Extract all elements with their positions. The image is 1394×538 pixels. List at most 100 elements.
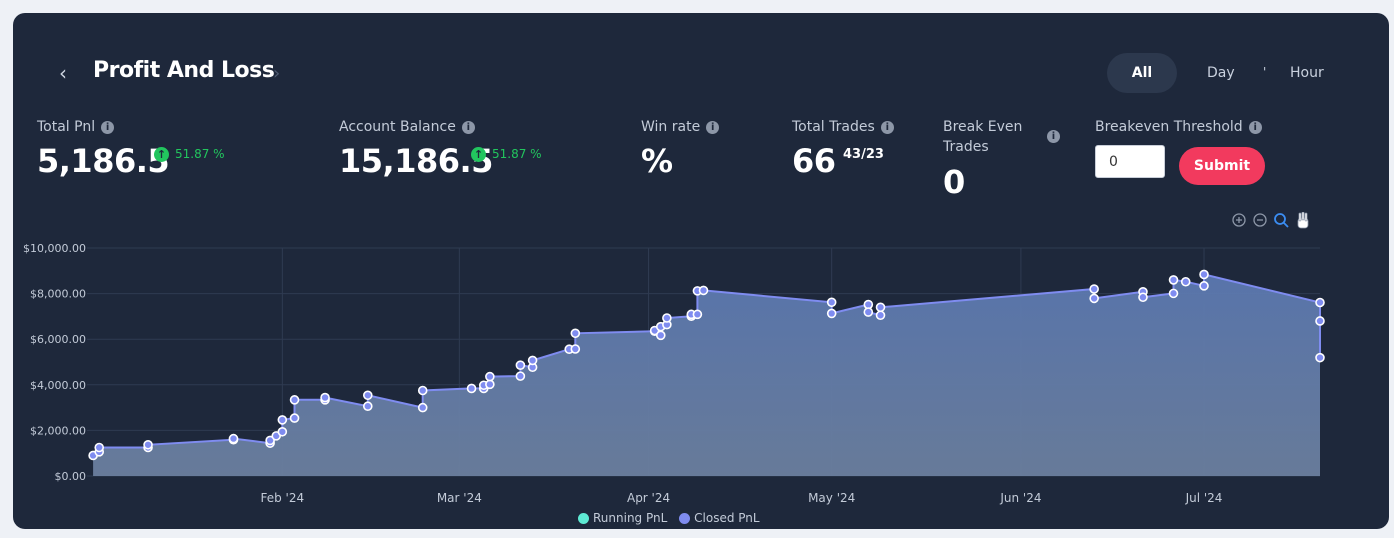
data-point xyxy=(527,355,538,366)
legend-item-running[interactable]: Running PnL xyxy=(578,511,667,525)
x-tick-label: Jul '24 xyxy=(1185,491,1223,505)
account-balance-value: 15,186.5 xyxy=(339,142,493,180)
x-tick-label: Mar '24 xyxy=(437,491,482,505)
total-pnl-label-wrap: Total Pnl i xyxy=(37,119,115,135)
y-axis-labels: $10,000.00 $8,000.00 $6,000.00 $4,000.00 $2,… xyxy=(23,242,86,483)
data-point xyxy=(570,344,581,354)
total-pnl-label: Total Pnl xyxy=(37,119,96,135)
legend-item-closed[interactable]: Closed PnL xyxy=(679,511,760,525)
chart-area xyxy=(92,273,1321,476)
x-tick-label: Jun '24 xyxy=(999,491,1041,505)
total-trades-value: 66 xyxy=(792,142,836,180)
tab-all[interactable]: All xyxy=(1131,65,1153,81)
data-point xyxy=(863,307,874,317)
data-point xyxy=(485,379,495,390)
pnl-chart[interactable]: $10,000.00 $8,000.00 $6,000.00 $4,000.00 $2,… xyxy=(13,13,1389,513)
data-point xyxy=(466,383,477,394)
data-point xyxy=(228,433,239,444)
win-rate-label-wrap: Win rate i xyxy=(641,119,720,135)
x-axis-labels: Feb '24 Mar '24 Apr '24 May '24 Jun '24 Jul '… xyxy=(261,491,1223,505)
data-point xyxy=(1089,293,1099,304)
info-icon[interactable]: i xyxy=(880,120,894,134)
page-title: Profit And Loss xyxy=(93,58,275,83)
threshold-label-wrap: Breakeven Threshold i xyxy=(1095,119,1262,135)
tab-hour[interactable]: Hour xyxy=(1290,65,1324,81)
account-balance-change: 51.87 % xyxy=(492,147,542,161)
data-point xyxy=(1168,288,1179,299)
total-trades-split: 43/23 xyxy=(843,147,884,162)
data-point xyxy=(1168,275,1179,285)
data-point xyxy=(1199,281,1209,291)
data-point xyxy=(362,390,373,401)
data-point xyxy=(1315,316,1325,326)
range-tab-active-bg xyxy=(1107,53,1177,93)
x-tick-label: Apr '24 xyxy=(627,491,670,505)
info-icon[interactable]: i xyxy=(1248,120,1262,134)
data-point xyxy=(289,395,300,405)
zoom-out-icon[interactable] xyxy=(1253,213,1267,227)
break-even-value: 0 xyxy=(943,163,965,201)
x-tick-label: May '24 xyxy=(808,491,855,505)
account-balance-change-badge: ↑ 51.87 % xyxy=(471,147,542,162)
chart-points xyxy=(88,269,1325,461)
data-point xyxy=(94,442,105,453)
legend-running-label: Running PnL xyxy=(593,511,668,525)
data-point xyxy=(277,415,288,425)
total-pnl-change: 51.87 % xyxy=(175,147,225,161)
legend-closed-label: Closed PnL xyxy=(694,511,760,525)
next-arrow-icon[interactable]: › xyxy=(273,63,281,84)
breakeven-threshold-input[interactable]: 0 xyxy=(1095,145,1165,178)
hand-icon[interactable] xyxy=(1297,212,1309,229)
data-point xyxy=(265,435,275,446)
tab-day[interactable]: Day xyxy=(1207,65,1235,81)
y-tick-label: $10,000.00 xyxy=(23,242,86,255)
info-icon[interactable]: i xyxy=(706,120,720,134)
data-point xyxy=(570,328,581,339)
total-trades-label: Total Trades xyxy=(792,119,875,135)
data-point xyxy=(143,439,153,450)
data-point xyxy=(1089,284,1099,294)
y-tick-label: $4,000.00 xyxy=(30,379,86,392)
data-point xyxy=(289,413,300,423)
data-point xyxy=(485,371,495,382)
break-even-label-line1: Break Even xyxy=(943,119,1023,135)
data-point xyxy=(515,360,526,370)
arrow-up-icon: ↑ xyxy=(154,147,169,162)
win-rate-label: Win rate xyxy=(641,119,701,135)
x-tick-label: Feb '24 xyxy=(261,491,305,505)
info-icon[interactable]: i xyxy=(461,120,475,134)
tab-separator: ' xyxy=(1263,65,1267,79)
data-point xyxy=(692,309,703,320)
info-icon[interactable]: i xyxy=(101,120,115,134)
data-point xyxy=(826,297,837,308)
account-balance-label: Account Balance xyxy=(339,119,456,135)
data-point xyxy=(320,392,330,403)
data-point xyxy=(1315,297,1325,308)
pnl-card: ‹ Profit And Loss › All Day ' Hour Total… xyxy=(13,13,1389,529)
submit-button[interactable]: Submit xyxy=(1179,147,1265,185)
magnifier-icon[interactable] xyxy=(1274,213,1289,228)
running-pnl-dot xyxy=(578,513,589,524)
data-point xyxy=(417,385,428,396)
data-point xyxy=(1180,276,1191,287)
zoom-in-icon[interactable] xyxy=(1232,213,1246,227)
data-point xyxy=(1199,269,1209,280)
closed-pnl-area xyxy=(93,274,1321,476)
data-point xyxy=(875,310,886,321)
data-point xyxy=(875,302,886,313)
data-point xyxy=(277,426,288,437)
closed-pnl-dot xyxy=(679,513,691,524)
previous-arrow-icon[interactable]: ‹ xyxy=(59,61,67,85)
threshold-label: Breakeven Threshold xyxy=(1095,119,1243,135)
account-balance-label-wrap: Account Balance i xyxy=(339,119,475,135)
y-tick-label: $0.00 xyxy=(55,470,87,483)
info-icon[interactable]: i xyxy=(1047,130,1060,143)
total-pnl-value: 5,186.5 xyxy=(37,142,170,180)
arrow-up-icon: ↑ xyxy=(471,147,486,162)
total-trades-label-wrap: Total Trades i xyxy=(792,119,894,135)
y-tick-label: $8,000.00 xyxy=(30,288,86,301)
data-point xyxy=(515,371,526,381)
data-point xyxy=(826,308,837,319)
data-point xyxy=(362,401,373,412)
chart-toolbar xyxy=(1232,212,1309,229)
